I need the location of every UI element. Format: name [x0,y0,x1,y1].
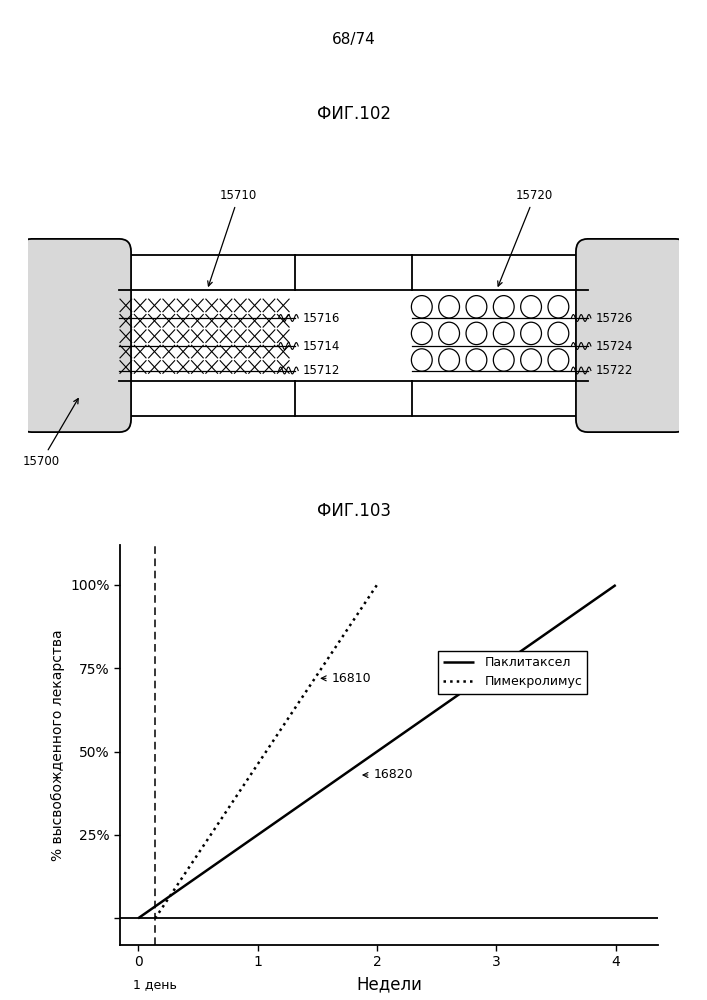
Text: 15724: 15724 [595,340,633,353]
Text: 68/74: 68/74 [332,32,375,47]
FancyBboxPatch shape [20,239,131,432]
X-axis label: Недели: Недели [356,975,422,993]
Text: 15720: 15720 [498,189,554,286]
Y-axis label: % высвобожденного лекарства: % высвобожденного лекарства [51,629,65,861]
Text: 16820: 16820 [363,768,413,782]
Text: 16810: 16810 [321,672,371,685]
Text: ФИГ.102: ФИГ.102 [317,105,390,123]
Text: 15722: 15722 [595,364,633,377]
Legend: Паклитаксел, Пимекролимус: Паклитаксел, Пимекролимус [438,651,588,694]
Text: 1 день: 1 день [133,978,177,991]
Text: 15714: 15714 [303,340,340,353]
FancyBboxPatch shape [576,239,687,432]
Text: ФИГ.103: ФИГ.103 [317,502,390,520]
Text: 15726: 15726 [595,312,633,324]
Text: 15712: 15712 [303,364,340,377]
Text: 15710: 15710 [208,189,257,286]
Text: 15716: 15716 [303,312,340,324]
Text: 15700: 15700 [23,399,78,468]
